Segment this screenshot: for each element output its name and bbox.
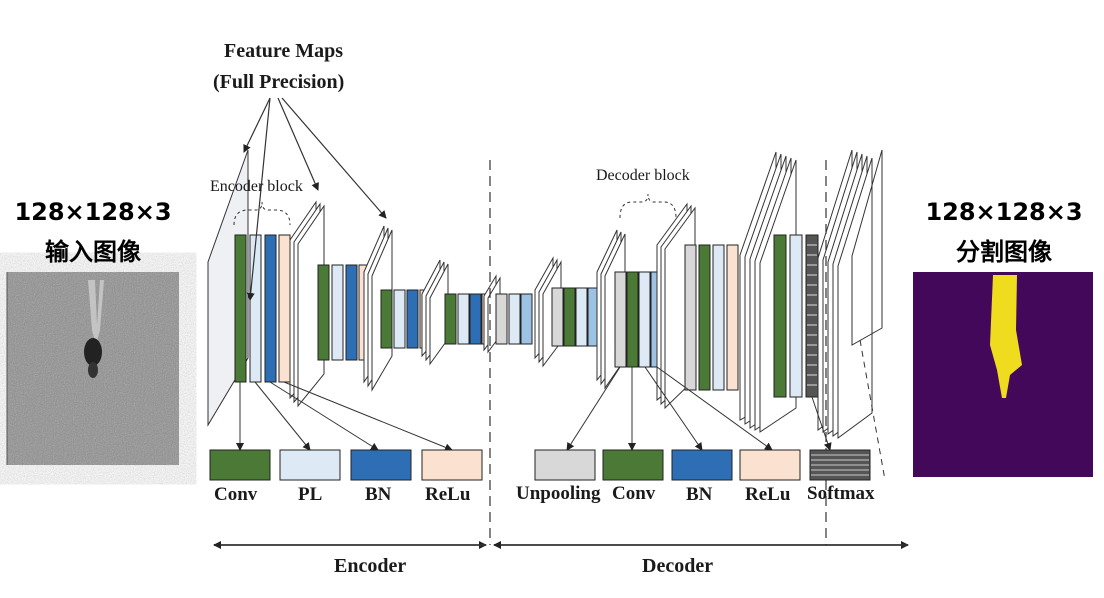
decoder-block-2 (614, 271, 663, 368)
legend-bn: BN (365, 484, 392, 505)
input-caption: 输入图像 (45, 238, 141, 266)
output-caption: 分割图像 (956, 238, 1052, 266)
decoder-block-label: Decoder block (596, 167, 690, 184)
legend-bn-2: BN (686, 484, 713, 505)
legend-conv: Conv (214, 484, 258, 505)
legend-pl: PL (298, 484, 323, 505)
feature-maps-title: Feature Maps (224, 40, 344, 62)
encoder-block-2 (317, 264, 371, 361)
legend-softmax: Softmax (807, 483, 875, 504)
encoder-label: Encoder (334, 555, 407, 577)
feature-maps-subtitle: (Full Precision) (213, 71, 345, 93)
encoder-block-1 (234, 234, 291, 383)
legend-boxes (209, 449, 871, 481)
decoder-block-3 (684, 244, 739, 391)
legend-relu: ReLu (425, 484, 471, 505)
decoder-block-1 (495, 293, 533, 345)
output-size: 128×128×3 (925, 198, 1083, 226)
decoder-label: Decoder (642, 555, 714, 577)
output-image (913, 272, 1093, 477)
legend-relu-2: ReLu (745, 484, 791, 505)
input-size: 128×128×3 (14, 198, 172, 226)
legend-unpooling: Unpooling (516, 483, 601, 504)
encoder-block-label: Encoder block (210, 178, 303, 195)
input-image (6, 272, 179, 465)
legend-conv-2: Conv (612, 483, 656, 504)
